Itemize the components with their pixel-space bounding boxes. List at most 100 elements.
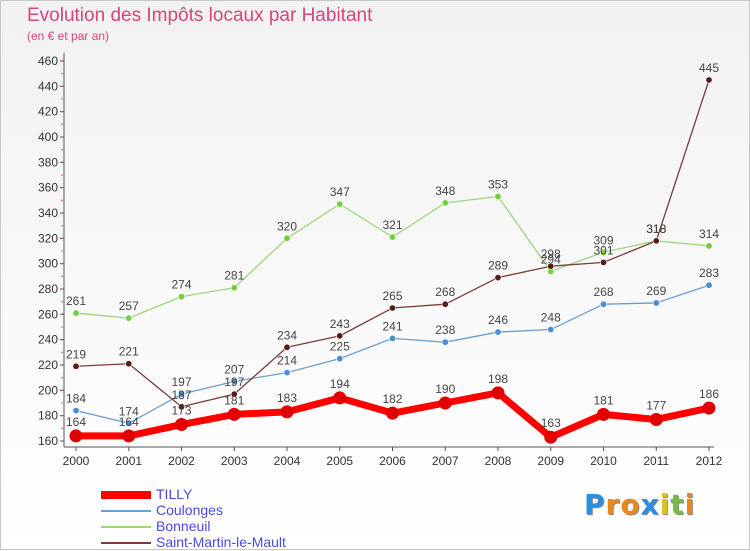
y-tick-label: 160 — [38, 434, 58, 448]
y-minor-tick — [61, 440, 63, 442]
y-tick-label: 200 — [38, 383, 58, 397]
data-point-saint-martin-le-mault — [125, 360, 133, 368]
y-minor-tick — [61, 427, 63, 430]
x-tick-label: 2010 — [590, 454, 617, 468]
y-tick-label: 260 — [38, 307, 58, 321]
data-point-saint-martin-le-mault — [705, 76, 713, 84]
data-point-coulonges — [494, 328, 502, 336]
y-minor-tick — [61, 60, 63, 62]
y-tick-label: 280 — [38, 282, 58, 296]
data-point-saint-martin-le-mault — [388, 304, 396, 312]
data-label-saint-martin-le-mault: 234 — [277, 328, 297, 342]
data-label-bonneuil: 320 — [277, 219, 297, 233]
data-label-coulonges: 225 — [330, 340, 350, 354]
y-tick-label: 440 — [38, 79, 58, 93]
x-tick-label: 2002 — [168, 454, 195, 468]
data-label-saint-martin-le-mault: 197 — [224, 375, 244, 389]
data-label-bonneuil: 309 — [593, 233, 613, 247]
x-tick-label: 2011 — [643, 454, 669, 468]
y-minor-tick — [61, 376, 63, 379]
legend-label: Bonneuil — [156, 518, 211, 534]
data-label-saint-martin-le-mault: 219 — [66, 347, 86, 361]
y-minor-tick — [61, 300, 63, 303]
data-label-tilly: 173 — [171, 404, 191, 418]
data-point-saint-martin-le-mault — [599, 258, 607, 266]
y-tick-label: 320 — [38, 231, 58, 245]
data-point-saint-martin-le-mault — [441, 300, 449, 308]
data-label-coulonges: 214 — [277, 354, 297, 368]
data-point-saint-martin-le-mault — [283, 343, 291, 351]
y-minor-tick — [61, 161, 63, 164]
y-minor-tick — [61, 389, 63, 392]
data-point-bonneuil — [283, 234, 291, 242]
data-label-bonneuil: 347 — [330, 185, 350, 199]
data-point-coulonges — [72, 407, 80, 415]
data-point-tilly — [280, 405, 294, 419]
data-label-bonneuil: 257 — [119, 299, 139, 313]
data-label-tilly: 181 — [593, 393, 613, 407]
data-point-coulonges — [125, 419, 133, 427]
data-label-coulonges: 238 — [435, 323, 455, 337]
y-minor-tick — [61, 110, 63, 113]
data-point-tilly — [175, 418, 188, 432]
data-label-saint-martin-le-mault: 268 — [435, 285, 455, 299]
data-label-saint-martin-le-mault: 265 — [382, 289, 402, 303]
data-point-bonneuil — [494, 193, 502, 201]
data-point-bonneuil — [441, 199, 449, 207]
data-label-tilly: 183 — [277, 391, 297, 405]
data-label-tilly: 164 — [66, 415, 86, 429]
y-tick-label: 340 — [38, 206, 58, 220]
data-point-coulonges — [283, 369, 291, 377]
data-point-tilly — [491, 386, 505, 400]
series-line-saint-martin-le-mault — [75, 79, 710, 408]
data-label-coulonges: 283 — [699, 266, 719, 280]
data-point-coulonges — [652, 299, 660, 307]
data-label-saint-martin-le-mault: 301 — [593, 243, 613, 257]
data-point-tilly — [386, 406, 399, 420]
data-label-bonneuil: 261 — [66, 294, 86, 308]
data-point-saint-martin-le-mault — [494, 274, 502, 282]
data-point-coulonges — [388, 334, 396, 342]
data-label-tilly: 198 — [488, 372, 508, 386]
y-tick-label: 360 — [38, 181, 58, 195]
data-point-coulonges — [441, 338, 449, 346]
x-tick-label: 2012 — [696, 454, 723, 468]
y-tick-label: 300 — [38, 257, 58, 271]
data-label-tilly: 164 — [119, 415, 139, 429]
legend-swatch — [101, 510, 151, 512]
y-minor-tick — [61, 212, 63, 214]
data-point-bonneuil — [72, 309, 80, 317]
data-point-tilly — [597, 407, 610, 421]
chart-title: Evolution des Impôts locaux par Habitant — [27, 5, 373, 26]
data-point-saint-martin-le-mault — [230, 390, 238, 398]
data-point-saint-martin-le-mault — [178, 403, 186, 411]
data-point-bonneuil — [125, 314, 133, 322]
y-tick-label: 220 — [38, 358, 58, 372]
data-label-bonneuil: 314 — [699, 227, 719, 241]
data-label-coulonges: 269 — [646, 284, 666, 298]
legend-label: Saint-Martin-le-Mault — [156, 534, 286, 550]
x-tick-label: 2008 — [485, 454, 512, 468]
data-label-tilly: 182 — [382, 392, 402, 406]
data-point-bonneuil — [336, 200, 344, 208]
data-point-tilly — [227, 407, 241, 421]
data-label-saint-martin-le-mault: 445 — [699, 61, 719, 75]
data-point-saint-martin-le-mault — [72, 362, 80, 370]
data-point-tilly — [702, 401, 716, 415]
data-point-coulonges — [178, 390, 186, 398]
y-tick-label: 460 — [38, 54, 58, 68]
data-label-saint-martin-le-mault: 243 — [330, 317, 350, 331]
data-label-coulonges: 184 — [66, 392, 86, 406]
data-label-saint-martin-le-mault: 221 — [119, 345, 139, 359]
data-label-saint-martin-le-mault: 187 — [171, 388, 191, 402]
y-tick-label: 420 — [38, 105, 58, 119]
data-point-bonneuil — [178, 293, 186, 301]
data-label-saint-martin-le-mault: 289 — [488, 259, 508, 273]
data-label-coulonges: 197 — [171, 375, 191, 389]
data-point-coulonges — [336, 355, 344, 363]
y-minor-tick — [61, 174, 63, 176]
data-label-coulonges: 268 — [593, 285, 613, 299]
data-point-bonneuil — [230, 284, 238, 292]
